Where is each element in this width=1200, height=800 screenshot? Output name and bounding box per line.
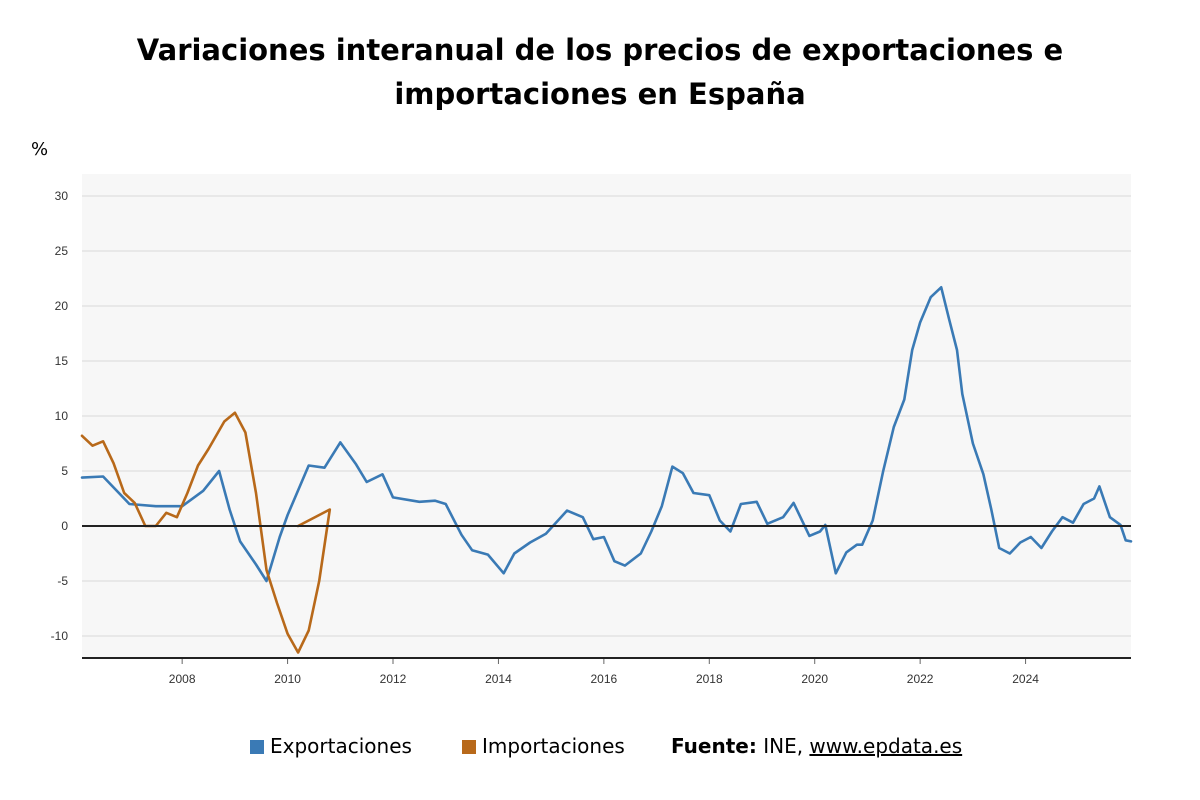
series-line-exportaciones [80, 286, 1133, 583]
legend-swatch-importaciones [462, 740, 476, 754]
source-link[interactable]: www.epdata.es [809, 734, 963, 758]
y-tick-label: 10 [55, 409, 69, 423]
x-tick-label: 2024 [1012, 672, 1039, 686]
x-tick-label: 2018 [696, 672, 723, 686]
y-tick-label: 15 [55, 354, 69, 368]
series-line-importaciones [80, 411, 332, 654]
x-tick-label: 2014 [485, 672, 512, 686]
legend: Exportaciones Importaciones Fuente: INE,… [0, 733, 1200, 763]
y-unit-label: % [31, 139, 49, 160]
legend-item-exportaciones[interactable]: Exportaciones [250, 733, 412, 759]
series-lines [80, 286, 1133, 654]
y-tick-label: 0 [61, 519, 68, 533]
y-tick-label: 20 [55, 299, 69, 313]
x-tick-label: 2016 [591, 672, 618, 686]
source-prefix: Fuente: [671, 734, 757, 758]
legend-label: Exportaciones [270, 734, 412, 758]
y-tick-label: 30 [55, 189, 69, 203]
y-tick-labels: -10 -5 0 5 10 15 20 25 30 [51, 189, 69, 643]
legend-swatch-exportaciones [250, 740, 264, 754]
y-tick-label: 25 [55, 244, 69, 258]
legend-item-importaciones[interactable]: Importaciones [462, 733, 625, 759]
x-tick-label: 2022 [907, 672, 934, 686]
x-tick-label: 2008 [169, 672, 196, 686]
y-tick-label: -10 [51, 629, 69, 643]
source-note: Fuente: INE, www.epdata.es [671, 733, 962, 759]
legend-label: Importaciones [482, 734, 625, 758]
source-text: INE, [763, 734, 804, 758]
x-ticks: 2008 2010 2012 2014 2016 2018 2020 2022 2024 [169, 658, 1039, 686]
x-tick-label: 2010 [274, 672, 301, 686]
grid-lines [82, 195, 1131, 637]
y-tick-label: -5 [57, 574, 68, 588]
x-tick-label: 2020 [801, 672, 828, 686]
x-tick-label: 2012 [380, 672, 407, 686]
chart-title: Variaciones interanual de los precios de… [136, 33, 1064, 111]
y-tick-label: 5 [61, 464, 68, 478]
